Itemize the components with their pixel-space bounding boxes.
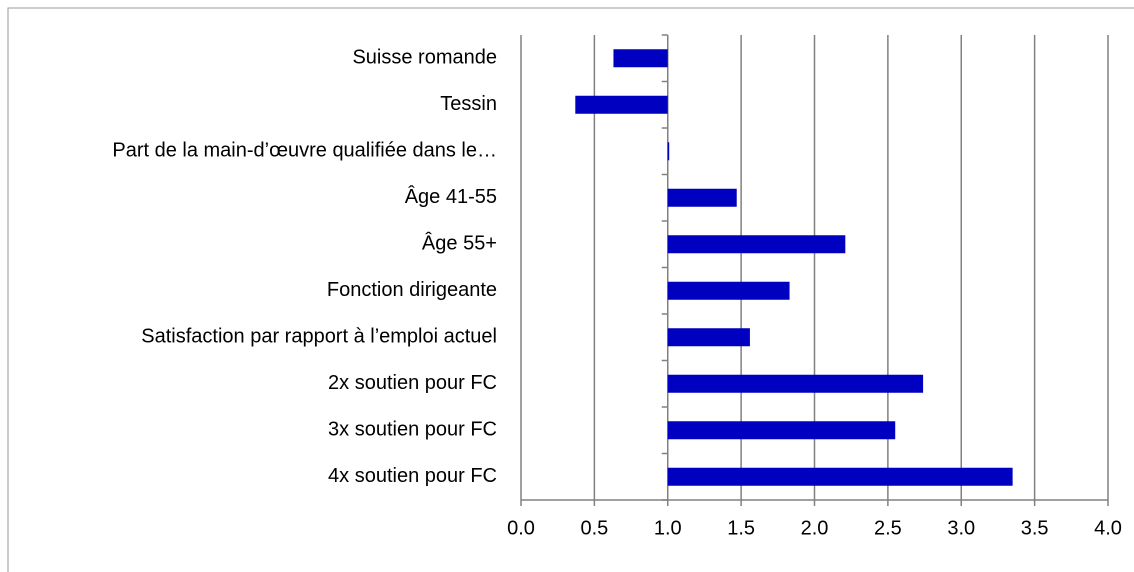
- x-tick-label: 2.5: [874, 517, 902, 539]
- bar: [613, 49, 668, 68]
- chart-frame: [7, 7, 1134, 572]
- bar: [667, 142, 670, 161]
- y-tick-label: Tessin: [440, 93, 497, 115]
- y-tick-label: 4x soutien pour FC: [328, 465, 497, 487]
- x-tick-label: 3.5: [1021, 517, 1049, 539]
- bar: [667, 188, 737, 207]
- bar: [575, 95, 668, 114]
- y-tick-label: 3x soutien pour FC: [328, 419, 497, 441]
- x-tick-label: 0.0: [507, 517, 535, 539]
- x-tick-label: 2.0: [801, 517, 829, 539]
- bar: [667, 374, 924, 393]
- y-tick-label: 2x soutien pour FC: [328, 372, 497, 394]
- x-tick-label: 4.0: [1094, 517, 1122, 539]
- x-tick-label: 1.5: [727, 517, 755, 539]
- bar: [667, 281, 790, 300]
- bar: [667, 328, 750, 347]
- y-tick-label: Suisse romande: [352, 47, 497, 69]
- x-tick-label: 1.0: [654, 517, 682, 539]
- y-tick-label: Âge 55+: [422, 232, 497, 255]
- y-tick-label: Satisfaction par rapport à l’emploi actu…: [141, 326, 497, 348]
- x-tick-label: 3.0: [947, 517, 975, 539]
- y-tick-label: Part de la main-d’œuvre qualifiée dans l…: [112, 140, 497, 162]
- bar: [667, 467, 1013, 486]
- bar: [667, 235, 846, 254]
- x-tick-label: 0.5: [580, 517, 608, 539]
- y-tick-label: Âge 41-55: [405, 185, 497, 208]
- bar: [667, 421, 896, 440]
- y-tick-label: Fonction dirigeante: [327, 279, 497, 301]
